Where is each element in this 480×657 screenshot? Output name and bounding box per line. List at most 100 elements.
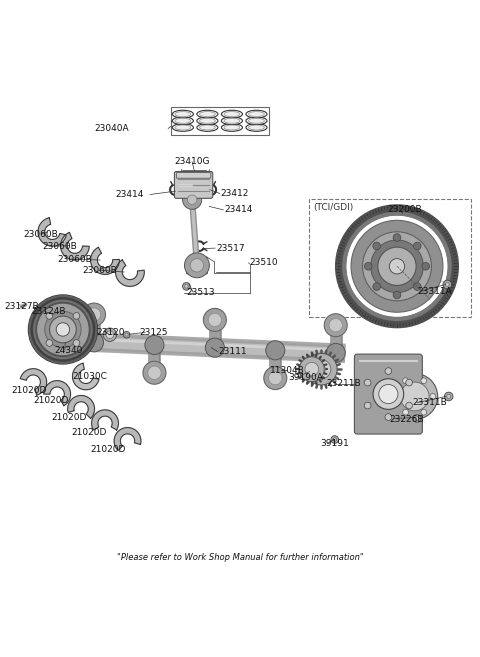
Circle shape	[36, 303, 89, 356]
Text: 23125: 23125	[140, 328, 168, 337]
FancyBboxPatch shape	[176, 173, 211, 178]
FancyBboxPatch shape	[174, 171, 213, 198]
Ellipse shape	[175, 112, 191, 116]
Circle shape	[392, 373, 438, 419]
Ellipse shape	[249, 118, 264, 124]
Text: 23060B: 23060B	[82, 265, 117, 275]
Ellipse shape	[221, 117, 242, 125]
Ellipse shape	[246, 124, 267, 131]
Circle shape	[430, 394, 436, 399]
Text: 23127B: 23127B	[4, 302, 39, 311]
Text: 23226B: 23226B	[389, 415, 424, 424]
Circle shape	[364, 262, 372, 270]
Text: 23120: 23120	[96, 328, 125, 337]
Circle shape	[38, 305, 88, 354]
Circle shape	[56, 323, 70, 336]
FancyBboxPatch shape	[186, 264, 207, 274]
Circle shape	[208, 313, 222, 327]
Circle shape	[264, 367, 287, 390]
Circle shape	[266, 341, 285, 360]
Text: 39191: 39191	[321, 439, 349, 448]
Text: 23414: 23414	[224, 205, 252, 214]
Circle shape	[403, 378, 408, 384]
Text: 21020D: 21020D	[33, 396, 69, 405]
Polygon shape	[20, 369, 47, 395]
Text: 39190A: 39190A	[288, 373, 323, 382]
Circle shape	[84, 332, 104, 352]
Circle shape	[403, 409, 408, 415]
Ellipse shape	[221, 110, 242, 118]
Circle shape	[190, 259, 204, 272]
Circle shape	[364, 402, 371, 409]
Polygon shape	[92, 410, 119, 430]
Bar	[170, 107, 269, 135]
Circle shape	[306, 353, 337, 385]
Circle shape	[385, 368, 392, 374]
Ellipse shape	[172, 124, 193, 131]
Circle shape	[447, 394, 451, 398]
Ellipse shape	[249, 125, 264, 130]
Circle shape	[413, 415, 421, 422]
Circle shape	[400, 382, 429, 411]
Circle shape	[393, 291, 401, 299]
Circle shape	[373, 242, 381, 250]
Ellipse shape	[200, 118, 216, 124]
Circle shape	[326, 344, 345, 363]
Ellipse shape	[197, 124, 218, 131]
Text: 23200B: 23200B	[387, 205, 422, 214]
Circle shape	[445, 283, 449, 286]
Circle shape	[389, 259, 405, 274]
Text: 23124B: 23124B	[32, 307, 66, 316]
Ellipse shape	[224, 112, 240, 116]
Circle shape	[362, 232, 432, 301]
Bar	[310, 199, 471, 317]
Text: 23410G: 23410G	[174, 158, 210, 166]
Text: 23517: 23517	[216, 244, 245, 252]
Circle shape	[185, 284, 188, 288]
Circle shape	[443, 280, 452, 289]
Circle shape	[103, 328, 117, 342]
FancyBboxPatch shape	[354, 354, 422, 434]
Text: 24340: 24340	[54, 346, 83, 355]
Text: 23311A: 23311A	[417, 286, 452, 296]
Text: 23412: 23412	[221, 189, 249, 198]
Text: 23311B: 23311B	[412, 398, 447, 407]
Circle shape	[123, 331, 130, 338]
Ellipse shape	[175, 118, 191, 124]
Circle shape	[73, 340, 80, 346]
Circle shape	[182, 283, 190, 290]
Ellipse shape	[197, 117, 218, 125]
Circle shape	[413, 283, 421, 290]
Circle shape	[46, 313, 53, 319]
Circle shape	[204, 308, 227, 331]
Text: 21020D: 21020D	[51, 413, 86, 422]
Polygon shape	[38, 218, 66, 246]
Circle shape	[406, 379, 412, 386]
Ellipse shape	[224, 125, 240, 130]
Circle shape	[49, 316, 76, 343]
Circle shape	[373, 378, 404, 409]
Text: 21020D: 21020D	[72, 428, 107, 437]
Ellipse shape	[200, 125, 216, 130]
Circle shape	[422, 262, 430, 270]
Circle shape	[73, 313, 80, 319]
Polygon shape	[44, 380, 71, 405]
Circle shape	[329, 319, 342, 332]
Circle shape	[393, 234, 401, 241]
Ellipse shape	[221, 124, 242, 131]
Circle shape	[378, 247, 416, 285]
Ellipse shape	[172, 117, 193, 125]
Text: 23513: 23513	[186, 288, 215, 296]
Ellipse shape	[175, 125, 191, 130]
Circle shape	[444, 392, 453, 401]
Circle shape	[106, 331, 114, 338]
Text: 21030C: 21030C	[72, 372, 108, 381]
Circle shape	[83, 303, 106, 326]
Text: (TCI/GDI): (TCI/GDI)	[313, 203, 353, 212]
Ellipse shape	[246, 117, 267, 125]
Text: 23510: 23510	[250, 258, 278, 267]
Text: 11304B: 11304B	[270, 366, 305, 374]
Circle shape	[331, 436, 338, 443]
Circle shape	[312, 359, 331, 378]
Text: 23060B: 23060B	[43, 242, 78, 251]
